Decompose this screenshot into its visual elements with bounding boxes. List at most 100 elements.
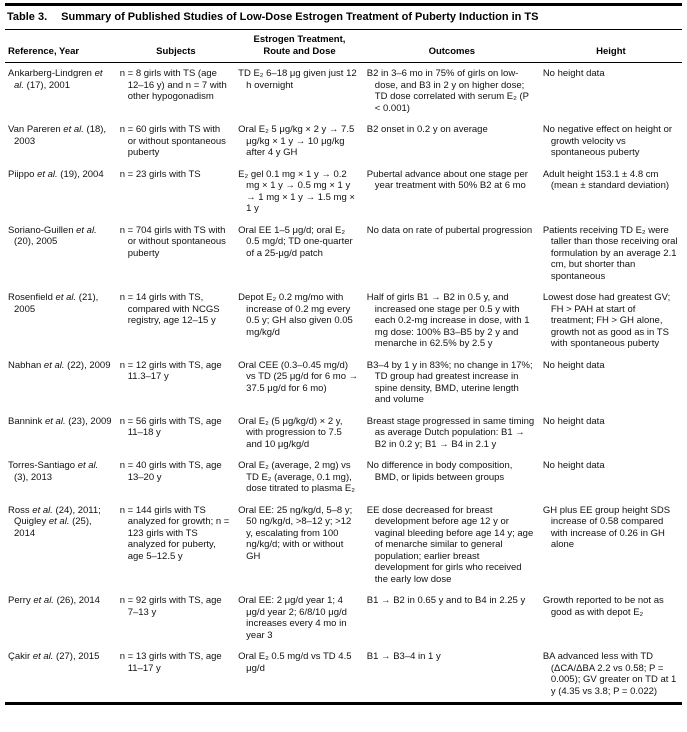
reference-text-segment: et al. — [44, 415, 66, 427]
table-row: Ross et al. (24), 2011; Quigley et al. (… — [5, 500, 682, 591]
cell-treatment: Oral EE: 2 μg/d year 1; 4 μg/d year 2; 6… — [238, 595, 347, 641]
cell-reference: Ankarberg-Lindgren et al. (17), 2001 — [5, 63, 117, 120]
reference-text-segment: et al. — [48, 516, 70, 527]
cell-outcomes: Pubertal advance about one stage per yea… — [366, 168, 528, 192]
column-header-reference: Reference, Year — [5, 29, 117, 63]
cell-treatment: Oral E₂ 5 μg/kg × 2 y → 7.5 μg/kg × 1 y … — [238, 124, 355, 158]
cell-height: Adult height 153.1 ± 4.8 cm (mean ± stan… — [542, 168, 670, 192]
reference-text-segment: et al. — [63, 124, 84, 135]
cell-reference: Piippo et al. (19), 2004 — [5, 164, 117, 220]
cell-reference: Bannink et al. (23), 2009 — [5, 411, 117, 456]
reference-text-segment: (26), 2014 — [53, 595, 100, 606]
reference-text-segment: et al. — [77, 460, 99, 471]
cell-subjects: n = 60 girls with TS with or without spo… — [119, 124, 226, 158]
cell-outcomes: B1 → B2 in 0.65 y and to B4 in 2.25 y — [366, 595, 526, 606]
table-header-row: Reference, Year Subjects Estrogen Treatmen… — [5, 29, 682, 63]
reference-text-segment: (18), 2003 — [14, 124, 107, 147]
reference-text-segment: et al. — [76, 224, 97, 236]
reference-text-segment: (17), 2001 — [24, 79, 70, 91]
reference-text-segment: Van Pareren — [8, 124, 64, 135]
cell-reference: Soriano-Guillen et al. (20), 2005 — [5, 220, 117, 288]
table-row: Soriano-Guillen et al. (20), 2005 n = 704… — [5, 220, 682, 288]
table-caption: Table 3. Summary of Published Studies of … — [5, 6, 682, 29]
reference-text-segment: (25), 2014 — [14, 516, 92, 539]
cell-subjects: n = 12 girls with TS, age 11.3–17 y — [119, 359, 222, 383]
reference-text-segment: et al. — [32, 651, 54, 662]
cell-treatment: Oral E₂ (average, 2 mg) vs TD E₂ (averag… — [238, 460, 355, 494]
table-row: Çakir et al. (27), 2015 n = 13 girls with… — [5, 646, 682, 704]
cell-reference: Torres-Santiago et al. (3), 2013 — [5, 455, 117, 500]
reference-text-segment: Perry — [8, 595, 34, 606]
cell-subjects: n = 8 girls with TS (age 12–16 y) and n … — [119, 68, 227, 102]
column-header-height: Height — [539, 29, 682, 63]
table-row: Piippo et al. (19), 2004 n = 23 girls wit… — [5, 164, 682, 220]
table-number-label: Table 3. — [7, 11, 48, 23]
reference-text-segment: Bannink — [8, 415, 45, 427]
reference-text-segment: (24), 2011; Quigley — [14, 504, 101, 528]
table-body: Ankarberg-Lindgren et al. (17), 2001 n = … — [5, 63, 682, 704]
reference-text-segment: (20), 2005 — [14, 236, 58, 247]
cell-subjects: n = 144 girls with TS analyzed for growt… — [119, 504, 230, 562]
cell-subjects: n = 13 girls with TS, age 11–17 y — [119, 651, 222, 674]
reference-text-segment: et al. — [37, 168, 58, 180]
cell-height: No height data — [542, 359, 605, 371]
cell-height: GH plus EE group height SDS increase of … — [542, 504, 671, 551]
table-row: Van Pareren et al. (18), 2003 n = 60 girl… — [5, 119, 682, 164]
reference-text-segment: Nabhan — [8, 359, 44, 371]
table-row: Nabhan et al. (22), 2009 n = 12 girls wit… — [5, 355, 682, 411]
table-row: Bannink et al. (23), 2009 n = 56 girls wi… — [5, 411, 682, 456]
reference-text-segment: et al. — [14, 68, 103, 91]
reference-text-segment: et al. — [43, 359, 65, 371]
table-row: Rosenfield et al. (21), 2005 n = 14 girls… — [5, 287, 682, 355]
reference-text-segment: Ross — [8, 504, 33, 516]
column-header-subjects: Subjects — [116, 29, 236, 63]
reference-text-segment: et al. — [55, 292, 77, 303]
reference-text-segment: Çakir — [8, 651, 33, 662]
table-row: Ankarberg-Lindgren et al. (17), 2001 n = … — [5, 63, 682, 120]
cell-height: Growth reported to be not as good as wit… — [542, 595, 664, 618]
cell-height: BA advanced less with TD (ΔCA/ΔBA 2.2 vs… — [542, 651, 677, 697]
reference-text-segment: Rosenfield — [8, 292, 56, 303]
studies-table: Reference, Year Subjects Estrogen Treatmen… — [5, 29, 682, 705]
column-header-outcomes: Outcomes — [363, 29, 540, 63]
table-container: Table 3. Summary of Published Studies of … — [5, 3, 682, 705]
reference-text-segment: (27), 2015 — [53, 651, 100, 662]
cell-outcomes: EE dose decreased for breast development… — [366, 504, 534, 585]
reference-text-segment: Soriano-Guillen — [8, 224, 77, 236]
cell-subjects: n = 14 girls with TS, compared with NCGS… — [119, 292, 220, 326]
reference-text-segment: Torres-Santiago — [8, 460, 78, 471]
cell-treatment: Oral CEE (0.3–0.45 mg/d) vs TD (25 μg/d … — [238, 359, 359, 394]
reference-text-segment: (21), 2005 — [14, 292, 99, 315]
cell-height: No height data — [542, 415, 605, 427]
cell-outcomes: B3–4 by 1 y in 83%; no change in 17%; TD… — [366, 359, 533, 406]
reference-text-segment: Ankarberg-Lindgren — [8, 68, 95, 79]
reference-text-segment: (22), 2009 — [64, 359, 111, 371]
cell-outcomes: Half of girls B1 → B2 in 0.5 y, and incr… — [366, 292, 530, 349]
cell-reference: Van Pareren et al. (18), 2003 — [5, 119, 117, 164]
reference-text-segment: et al. — [33, 595, 54, 606]
cell-treatment: Depot E₂ 0.2 mg/mo with increase of 0.2 … — [238, 292, 353, 338]
cell-outcomes: B2 in 3–6 mo in 75% of girls on low-dose… — [366, 68, 529, 114]
table-row: Perry et al. (26), 2014 n = 92 girls with… — [5, 590, 682, 646]
reference-text-segment: et al. — [32, 504, 53, 516]
reference-text-segment: (3), 2013 — [14, 471, 53, 483]
cell-treatment: Oral EE 1–5 μg/d; oral E₂ 0.5 mg/d; TD o… — [238, 224, 353, 259]
cell-subjects: n = 704 girls with TS with or without sp… — [119, 224, 226, 259]
table-head: Reference, Year Subjects Estrogen Treatmen… — [5, 29, 682, 63]
cell-reference: Perry et al. (26), 2014 — [5, 590, 117, 646]
cell-subjects: n = 92 girls with TS, age 7–13 y — [119, 595, 222, 618]
cell-height: No height data — [542, 460, 605, 471]
cell-reference: Rosenfield et al. (21), 2005 — [5, 287, 117, 355]
cell-treatment: E₂ gel 0.1 mg × 1 y → 0.2 mg × 1 y → 0.5… — [238, 168, 355, 215]
cell-treatment: Oral E₂ (5 μg/kg/d) × 2 y, with progress… — [238, 415, 343, 450]
cell-treatment: Oral EE: 25 ng/kg/d, 5–8 y; 50 ng/kg/d, … — [238, 504, 353, 562]
cell-subjects: n = 23 girls with TS — [119, 168, 201, 180]
cell-outcomes: No difference in body composition, BMD, … — [366, 460, 513, 483]
column-header-treatment: Estrogen Treatment, Route and Dose — [235, 29, 364, 63]
cell-outcomes: No data on rate of pubertal progression — [366, 224, 533, 236]
cell-subjects: n = 56 girls with TS, age 11–18 y — [119, 415, 222, 439]
cell-treatment: Oral E₂ 0.5 mg/d vs TD 4.5 μg/d — [238, 651, 352, 674]
reference-text-segment: (23), 2009 — [65, 415, 112, 427]
cell-reference: Ross et al. (24), 2011; Quigley et al. (… — [5, 500, 117, 591]
